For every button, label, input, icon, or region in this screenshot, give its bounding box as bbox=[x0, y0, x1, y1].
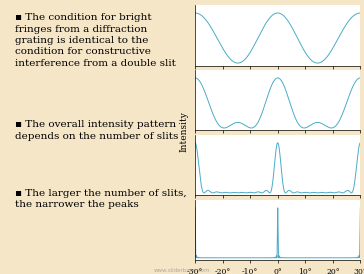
Text: ▪ The larger the number of slits,
the narrower the peaks: ▪ The larger the number of slits, the na… bbox=[15, 189, 186, 209]
Text: ▪ The condition for bright
fringes from a diffraction
grating is identical to th: ▪ The condition for bright fringes from … bbox=[15, 13, 175, 68]
Text: ▪ The overall intensity pattern
depends on the number of slits: ▪ The overall intensity pattern depends … bbox=[15, 120, 178, 141]
Text: www.sliderbase.com: www.sliderbase.com bbox=[154, 268, 210, 273]
Text: Intensity: Intensity bbox=[179, 111, 188, 152]
